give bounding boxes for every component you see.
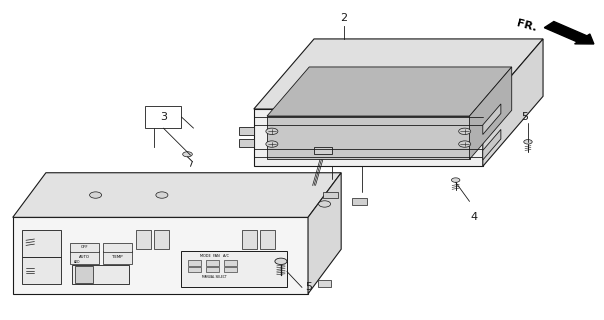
Polygon shape (483, 39, 543, 166)
Bar (146, 106, 181, 128)
Text: AUTO: AUTO (79, 255, 90, 259)
Bar (75, 266, 93, 283)
Bar (223, 260, 237, 266)
Bar (72, 265, 129, 284)
Bar (223, 267, 237, 272)
Polygon shape (254, 39, 543, 109)
Polygon shape (239, 139, 254, 147)
Bar (70, 252, 99, 264)
Bar (22, 230, 61, 257)
Bar (181, 251, 287, 287)
Bar (187, 260, 201, 266)
Text: ADD: ADD (74, 260, 80, 264)
Text: 5: 5 (305, 283, 312, 292)
Polygon shape (267, 67, 512, 116)
Polygon shape (469, 67, 512, 159)
Circle shape (458, 141, 471, 147)
Bar (205, 267, 219, 272)
Polygon shape (155, 230, 170, 249)
Text: MANUAL SELECT: MANUAL SELECT (202, 275, 227, 279)
Polygon shape (254, 109, 483, 166)
Text: FR.: FR. (516, 19, 538, 34)
Text: 2: 2 (341, 13, 348, 23)
Text: 5: 5 (521, 112, 528, 122)
Bar (103, 252, 132, 264)
Polygon shape (483, 104, 501, 134)
Circle shape (266, 128, 278, 134)
Bar (352, 198, 367, 204)
Polygon shape (239, 126, 254, 134)
Bar (187, 267, 201, 272)
Bar (103, 243, 132, 252)
Bar (314, 147, 332, 154)
Polygon shape (267, 116, 469, 159)
Polygon shape (137, 230, 152, 249)
Circle shape (89, 192, 101, 198)
Text: MODE  FAN   A/C: MODE FAN A/C (200, 253, 229, 258)
Bar (323, 192, 338, 198)
Text: 4: 4 (471, 212, 478, 222)
Polygon shape (308, 173, 341, 294)
Polygon shape (242, 230, 257, 249)
Text: 1: 1 (149, 116, 155, 126)
Text: 3: 3 (160, 112, 167, 122)
FancyArrow shape (544, 21, 594, 44)
Circle shape (266, 141, 278, 147)
Circle shape (275, 258, 287, 265)
Circle shape (182, 152, 192, 157)
Bar (70, 243, 99, 252)
Polygon shape (13, 217, 308, 294)
Circle shape (318, 201, 330, 207)
Bar (205, 260, 219, 266)
Polygon shape (483, 129, 501, 160)
Circle shape (451, 178, 460, 182)
Text: OFF: OFF (81, 245, 88, 249)
Circle shape (524, 140, 532, 144)
Circle shape (156, 192, 168, 198)
Text: TEMP: TEMP (112, 255, 123, 259)
Bar (22, 257, 61, 284)
Bar (318, 280, 331, 287)
Circle shape (458, 128, 471, 134)
Polygon shape (260, 230, 275, 249)
Polygon shape (13, 173, 341, 217)
